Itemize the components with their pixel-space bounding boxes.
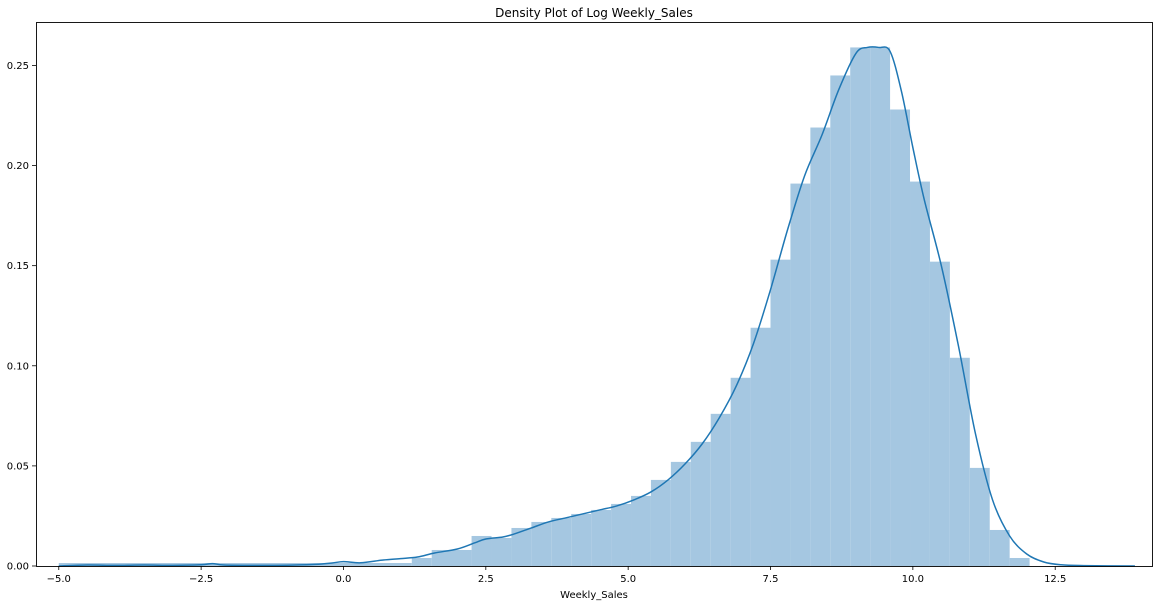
x-tick-label: −5.0: [47, 574, 71, 585]
histogram-bar: [710, 413, 731, 566]
kde-layer: [58, 46, 1135, 567]
y-tick-label: 0.05: [7, 461, 29, 472]
histogram-bar: [810, 127, 831, 567]
y-tick-label: 0.10: [7, 361, 29, 372]
histogram-bar: [929, 261, 950, 566]
x-tick-label: 0.0: [336, 574, 352, 585]
histogram-bar: [471, 535, 492, 566]
x-tick-label: 10.0: [902, 574, 924, 585]
histogram-bar: [650, 479, 671, 566]
y-tick-label: 0.15: [7, 261, 29, 272]
histogram-bar: [511, 527, 532, 566]
histogram-bar: [750, 327, 771, 566]
histogram-bar: [770, 259, 791, 566]
x-tick-label: −2.5: [189, 574, 213, 585]
histogram-bar: [910, 181, 930, 566]
histogram-bar: [890, 109, 911, 566]
histogram-bar: [969, 467, 990, 566]
histogram-bar: [690, 441, 711, 566]
histogram-bars: [58, 47, 1030, 567]
histogram-bar: [411, 557, 432, 566]
histogram-bar: [670, 461, 691, 566]
histogram-bar: [611, 503, 632, 566]
histogram-bar: [491, 537, 512, 566]
y-tick-label: 0.25: [7, 61, 29, 72]
kde-line: [58, 46, 1135, 567]
histogram-bar: [830, 75, 851, 567]
y-tick-label: 0.00: [7, 562, 29, 573]
histogram-bar: [790, 183, 811, 566]
x-tick-label: 2.5: [478, 574, 494, 585]
x-tick-label: 12.5: [1044, 574, 1066, 585]
histogram-bar: [551, 517, 572, 566]
y-tick-label: 0.20: [7, 161, 29, 172]
plot-frame: [36, 22, 1153, 567]
axes-frame: [36, 22, 1153, 567]
histogram-bar: [431, 549, 472, 566]
histogram-bar: [949, 357, 970, 566]
histogram-bar: [730, 377, 751, 566]
histogram-bar: [1009, 557, 1030, 566]
chart-title: Density Plot of Log Weekly_Sales: [495, 6, 693, 20]
histogram-bar: [631, 495, 651, 566]
histogram-bar: [531, 521, 552, 566]
histogram-bar: [989, 529, 1010, 566]
histogram-bar: [571, 513, 592, 566]
x-axis-label: Weekly_Sales: [560, 590, 628, 601]
histogram-bar: [850, 47, 871, 567]
histogram-bar: [591, 509, 612, 566]
y-axis-ticks: 0.00 0.05 0.10 0.15 0.20 0.25: [7, 61, 36, 573]
histogram-bar: [870, 47, 891, 567]
x-axis-ticks: −5.0 −2.5 0.0 2.5 5.0 7.5 10.0 12.5: [47, 566, 1066, 585]
x-tick-label: 5.0: [620, 574, 636, 585]
x-tick-label: 7.5: [763, 574, 779, 585]
